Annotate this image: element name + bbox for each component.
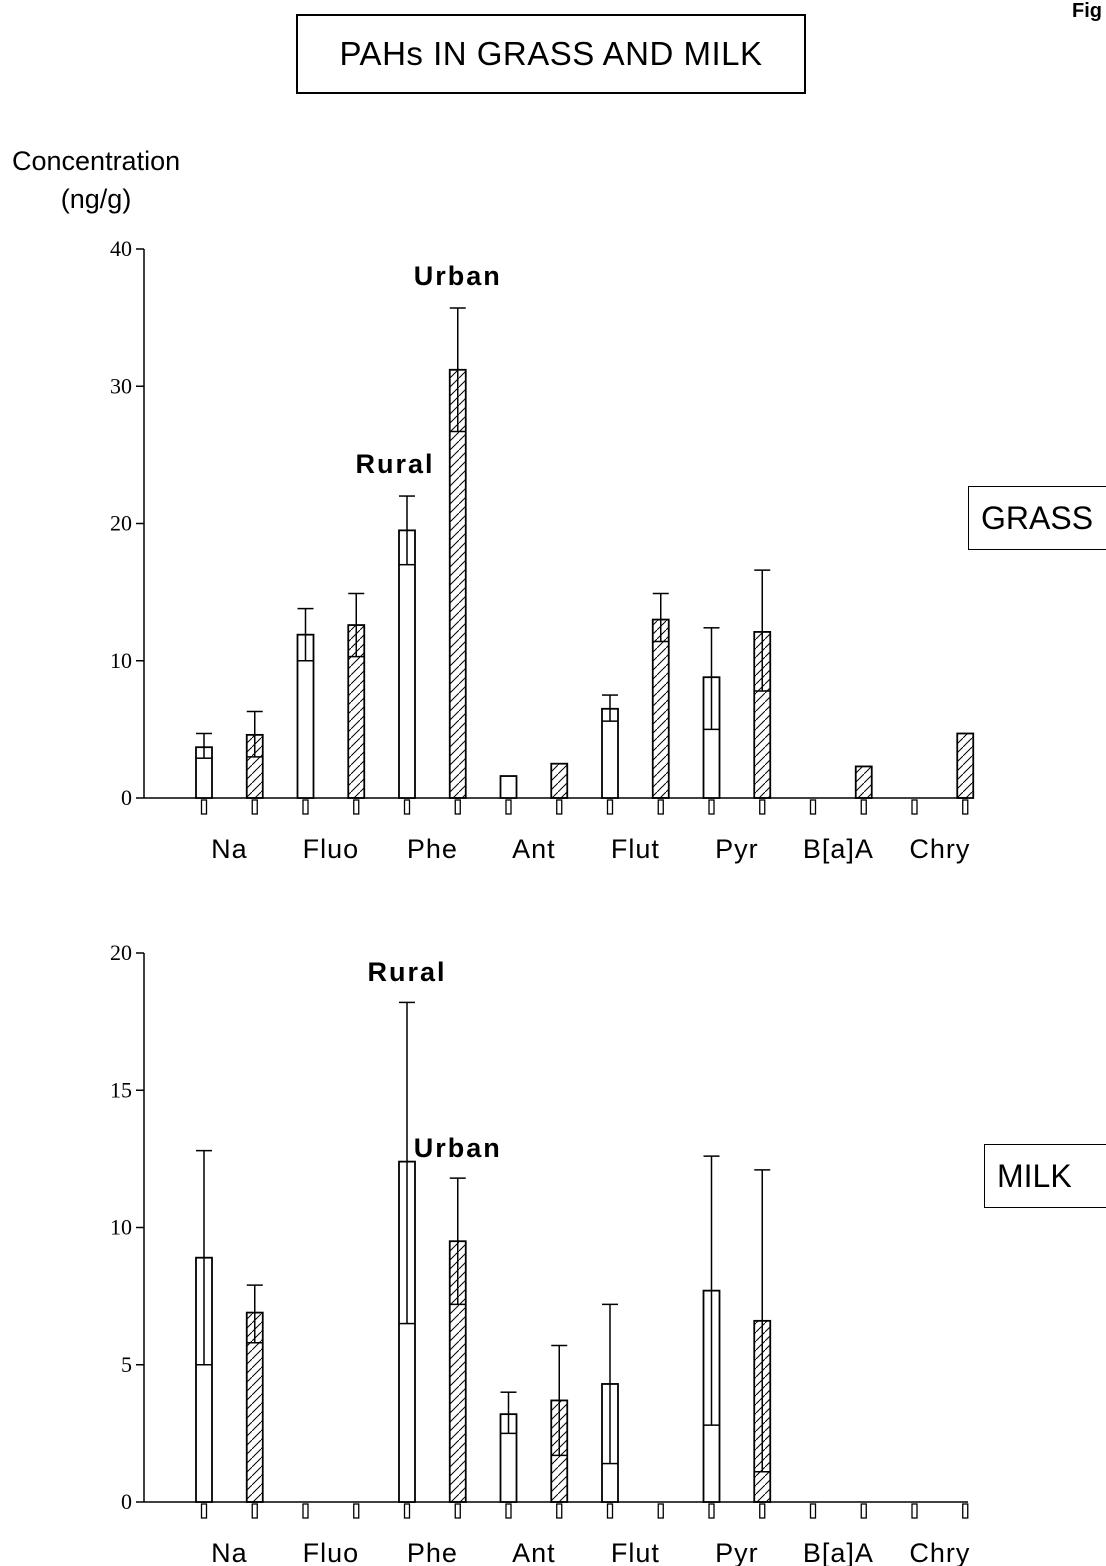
milk-x-tick-marker xyxy=(454,1503,461,1519)
milk-category-label: B[a]A xyxy=(803,1538,874,1566)
y-axis-label-line2: (ng/g) xyxy=(60,184,132,214)
chart-title: PAHs IN GRASS AND MILK xyxy=(339,35,763,72)
grass-x-tick-marker xyxy=(759,799,766,815)
milk-x-tick-marker xyxy=(708,1503,715,1519)
grass-category-label: Ant xyxy=(512,834,556,864)
grass-x-tick-marker xyxy=(657,799,664,815)
milk-category-label: Pyr xyxy=(715,1538,759,1566)
milk-category-label: Chry xyxy=(909,1538,970,1566)
grass-panel-label: GRASS xyxy=(981,499,1094,536)
grass-x-tick-marker xyxy=(200,799,208,815)
milk-x-tick-marker xyxy=(403,1503,411,1519)
grass-y-tick-label: 0 xyxy=(121,785,132,810)
grass-x-tick-marker xyxy=(353,799,360,815)
milk-x-tick-marker xyxy=(860,1503,867,1519)
grass-y-tick-label: 10 xyxy=(110,648,132,673)
milk-x-tick-marker xyxy=(809,1503,817,1519)
grass-x-tick-marker xyxy=(556,799,563,815)
grass-category-label: Phe xyxy=(407,834,458,864)
grass-y-tick-label: 20 xyxy=(110,511,132,536)
grass-category-label: Flut xyxy=(611,834,660,864)
milk-annotation-rural: Rural xyxy=(367,957,446,987)
grass-x-tick-marker xyxy=(251,799,258,815)
grass-x-tick-marker xyxy=(454,799,461,815)
grass-x-tick-marker xyxy=(302,799,309,815)
grass-x-tick-marker xyxy=(962,799,969,815)
grass-category-label: Chry xyxy=(909,834,970,864)
grass-category-label: Na xyxy=(211,834,248,864)
grass-bar-rural-flut xyxy=(601,707,619,799)
grass-y-tick-label: 30 xyxy=(110,373,132,398)
milk-category-label: Phe xyxy=(407,1538,458,1566)
grass-x-tick-marker xyxy=(606,799,614,815)
grass-bar-urban-ant xyxy=(550,762,569,799)
grass-bar-urban-phe xyxy=(448,368,467,799)
milk-annotation-urban: Urban xyxy=(414,1133,502,1163)
milk-category-label: Na xyxy=(211,1538,248,1566)
milk-x-tick-marker xyxy=(962,1503,969,1519)
figure-label: Fig xyxy=(1072,0,1102,22)
y-axis-label-line1: Concentration xyxy=(12,146,181,176)
grass-x-tick-marker xyxy=(403,799,411,815)
milk-category-label: Flut xyxy=(611,1538,660,1566)
milk-x-tick-marker xyxy=(657,1503,664,1519)
milk-y-tick-label: 15 xyxy=(110,1077,132,1102)
grass-bar-urban-flut xyxy=(651,618,670,799)
y-axis-label: Concentration (ng/g) xyxy=(12,142,180,218)
milk-x-tick-marker xyxy=(911,1503,918,1519)
milk-panel-label: MILK xyxy=(997,1157,1072,1194)
grass-x-tick-marker xyxy=(911,799,918,815)
grass-category-label: B[a]A xyxy=(803,834,874,864)
milk-panel-label-box: MILK xyxy=(984,1144,1106,1208)
grass-bar-rural-phe xyxy=(398,529,416,799)
grass-x-tick-marker xyxy=(860,799,867,815)
milk-x-tick-marker xyxy=(556,1503,563,1519)
grass-bar-rural-ant xyxy=(499,775,518,799)
grass-y-tick-label: 40 xyxy=(110,236,132,261)
grass-x-tick-marker xyxy=(708,799,715,815)
grass-annotation-rural: Rural xyxy=(355,449,434,479)
grass-bar-urban-chry xyxy=(956,732,975,799)
milk-x-tick-marker xyxy=(505,1503,512,1519)
milk-x-tick-marker xyxy=(759,1503,766,1519)
milk-y-tick-label: 5 xyxy=(121,1352,132,1377)
chart-title-box: PAHs IN GRASS AND MILK xyxy=(296,14,806,94)
milk-y-tick-label: 20 xyxy=(110,940,132,965)
milk-y-tick-label: 0 xyxy=(121,1489,132,1514)
grass-annotation-urban: Urban xyxy=(414,261,502,291)
grass-category-label: Fluo xyxy=(303,834,360,864)
grass-x-tick-marker xyxy=(505,799,512,815)
grass-panel-label-box: GRASS xyxy=(968,486,1106,550)
grass-bar-urban-b-a-a xyxy=(854,765,873,799)
milk-category-label: Ant xyxy=(512,1538,556,1566)
milk-y-tick-label: 10 xyxy=(110,1215,132,1240)
milk-x-tick-marker xyxy=(606,1503,614,1519)
grass-x-tick-marker xyxy=(809,799,817,815)
milk-category-label: Fluo xyxy=(303,1538,360,1566)
milk-x-tick-marker xyxy=(353,1503,360,1519)
grass-category-label: Pyr xyxy=(715,834,759,864)
milk-x-tick-marker xyxy=(251,1503,258,1519)
milk-x-tick-marker xyxy=(302,1503,309,1519)
milk-x-tick-marker xyxy=(200,1503,208,1519)
